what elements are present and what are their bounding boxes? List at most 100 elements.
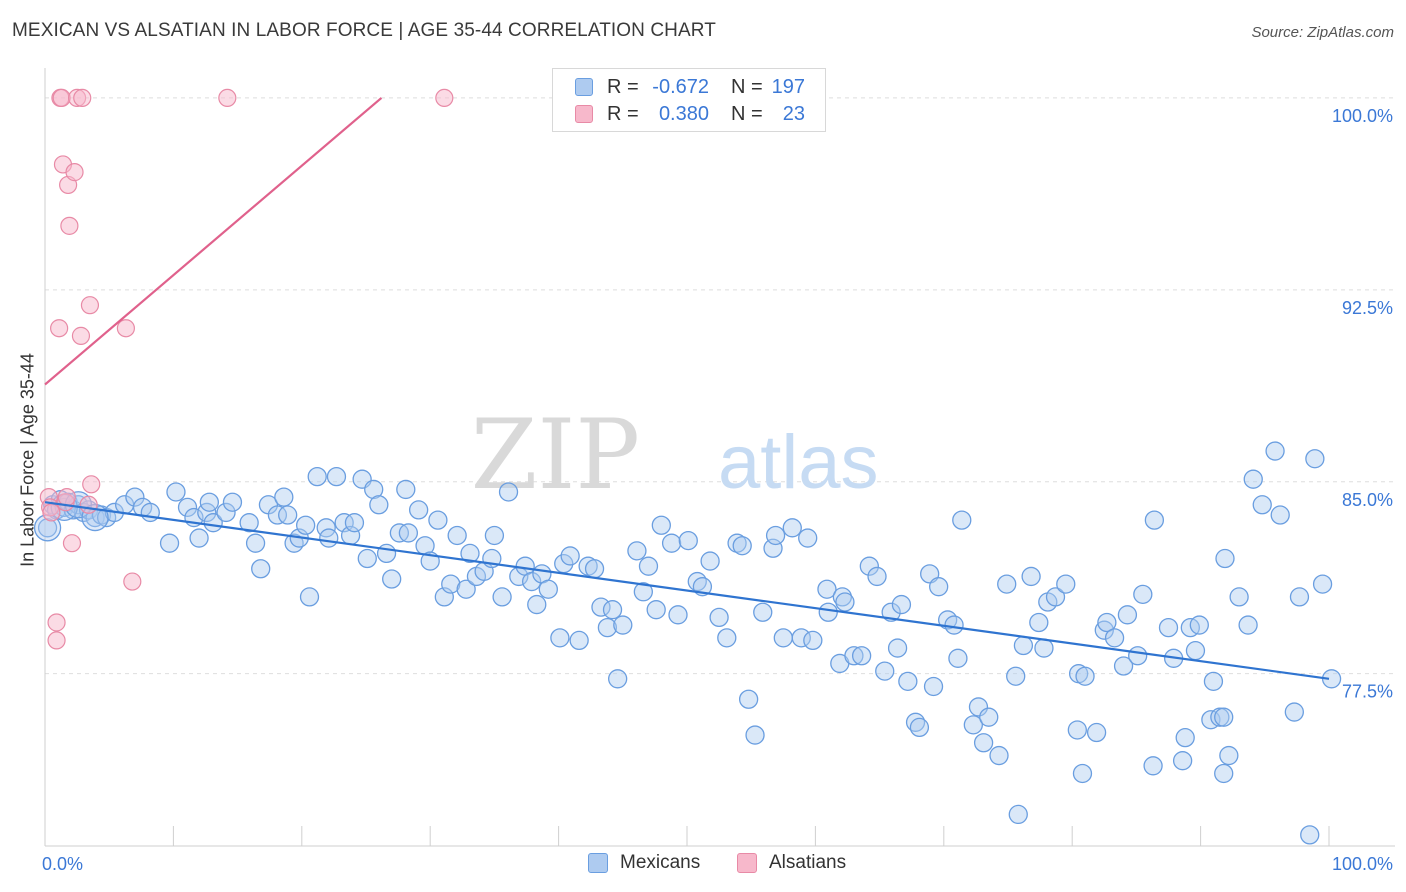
mexicans-point bbox=[798, 528, 818, 548]
mexicans-point bbox=[140, 502, 160, 523]
mexicans-point bbox=[952, 510, 972, 530]
mexicans-point bbox=[527, 594, 547, 615]
mexicans-point bbox=[550, 628, 570, 648]
mexicans-point bbox=[1185, 640, 1206, 661]
x-tick-label: 0.0% bbox=[42, 854, 83, 874]
mexicans-point bbox=[973, 733, 994, 753]
mexicans-point bbox=[1265, 441, 1285, 461]
mexicans-point bbox=[1284, 702, 1304, 722]
stats-legend: R = -0.672 N = 197 R = 0.380 N = 23 bbox=[552, 68, 826, 132]
x-tick-labels: 0.0% 100.0% bbox=[42, 854, 1393, 874]
mexicans-point bbox=[1219, 745, 1239, 766]
legend-item-mexicans: Mexicans bbox=[588, 852, 700, 874]
y-tick-label: 85.0% bbox=[1342, 490, 1393, 510]
mexicans-point bbox=[898, 671, 918, 691]
mexicans-point bbox=[538, 579, 558, 599]
mexicans-point bbox=[1312, 574, 1333, 594]
mexicans-point bbox=[1214, 707, 1234, 727]
mexicans-point bbox=[299, 587, 320, 607]
mexicans-points bbox=[33, 441, 1342, 845]
mexicans-point bbox=[369, 495, 389, 515]
alsatians-point bbox=[435, 88, 454, 108]
mexicans-point bbox=[251, 559, 271, 579]
legend-r-value: 0.380 bbox=[658, 102, 709, 125]
alsatians-point bbox=[42, 503, 61, 522]
mexicans-point bbox=[1214, 763, 1234, 784]
mexicans-point bbox=[1172, 751, 1193, 771]
mexicans-point bbox=[344, 513, 365, 533]
mexicans-point bbox=[646, 600, 666, 620]
mexicans-point bbox=[717, 628, 737, 648]
mexicans-point bbox=[765, 525, 786, 546]
y-tick-labels: 77.5% 85.0% 92.5% 100.0% bbox=[1332, 106, 1393, 702]
mexicans-point bbox=[1117, 605, 1138, 625]
mexicans-point bbox=[1072, 763, 1093, 784]
mexicans-point bbox=[867, 566, 887, 587]
mexicans-point bbox=[948, 648, 968, 668]
mexicans-point bbox=[1189, 615, 1209, 635]
mexicans-point bbox=[938, 610, 958, 630]
mexicans-point bbox=[1158, 617, 1179, 638]
mexicans-point bbox=[727, 533, 747, 553]
mexicans-point bbox=[1243, 469, 1263, 489]
watermark: ZIP atlas bbox=[471, 399, 879, 511]
mexicans-point bbox=[382, 569, 402, 589]
mexicans-point bbox=[835, 592, 855, 612]
legend-n-value: 23 bbox=[782, 102, 805, 125]
mexicans-point bbox=[1238, 615, 1258, 635]
legend-n-label: N = bbox=[731, 75, 763, 98]
mexicans-point bbox=[782, 518, 802, 538]
mexicans-point bbox=[753, 602, 773, 622]
alsatians-point bbox=[123, 572, 142, 591]
mexicans-point bbox=[216, 502, 236, 523]
mexicans-point bbox=[818, 602, 838, 622]
mexicans-point bbox=[979, 707, 999, 727]
mexicans-point bbox=[239, 513, 259, 533]
mexicans-point bbox=[613, 615, 633, 635]
mexicans-point bbox=[909, 717, 930, 738]
mexicans-point bbox=[357, 548, 377, 569]
mexicans-point bbox=[929, 577, 949, 597]
legend-label-mexicans: Mexicans bbox=[620, 852, 701, 873]
mexicans-point bbox=[602, 600, 623, 620]
mexicans-point bbox=[1133, 584, 1153, 604]
mexicans-point bbox=[408, 500, 429, 520]
mexicans-point bbox=[944, 615, 964, 635]
mexicans-point bbox=[638, 556, 659, 576]
alsatians-trend-line bbox=[44, 97, 383, 386]
legend-swatch-mexicans bbox=[588, 853, 608, 873]
mexicans-point bbox=[832, 587, 853, 607]
mexicans-point bbox=[484, 525, 505, 546]
legend-r-value: -0.672 bbox=[652, 75, 709, 98]
mexicans-point bbox=[738, 689, 759, 709]
mexicans-point bbox=[189, 528, 209, 548]
mexicans-point bbox=[498, 482, 519, 502]
alsatians-point bbox=[62, 534, 82, 553]
mexicans-point bbox=[591, 597, 611, 617]
legend-item-alsatians: Alsatians bbox=[737, 852, 846, 874]
mexicans-point bbox=[1305, 449, 1325, 469]
mexicans-point bbox=[274, 487, 294, 507]
mexicans-point bbox=[1289, 587, 1310, 607]
mexicans-point bbox=[803, 630, 823, 651]
legend-row-mexicans: R = -0.672 N = 197 bbox=[575, 75, 805, 99]
watermark-zip: ZIP bbox=[471, 399, 640, 511]
mexicans-point bbox=[166, 482, 186, 502]
alsatians-point bbox=[116, 319, 135, 338]
mexicans-point bbox=[1143, 756, 1163, 776]
mexicans-point bbox=[732, 536, 752, 556]
mexicans-point bbox=[627, 541, 647, 561]
mexicans-point bbox=[159, 533, 180, 553]
mexicans-point bbox=[1067, 720, 1087, 740]
mexicans-point bbox=[1203, 671, 1224, 691]
mexicans-point bbox=[1045, 587, 1066, 607]
alsatians-point bbox=[57, 488, 76, 507]
mexicans-point bbox=[1215, 548, 1235, 569]
mexicans-point bbox=[447, 525, 467, 546]
mexicans-point bbox=[199, 492, 220, 512]
mexicans-point bbox=[460, 543, 480, 564]
mexicans-point bbox=[1013, 635, 1034, 656]
alsatians-point bbox=[60, 216, 79, 235]
alsatians-point bbox=[47, 631, 66, 650]
